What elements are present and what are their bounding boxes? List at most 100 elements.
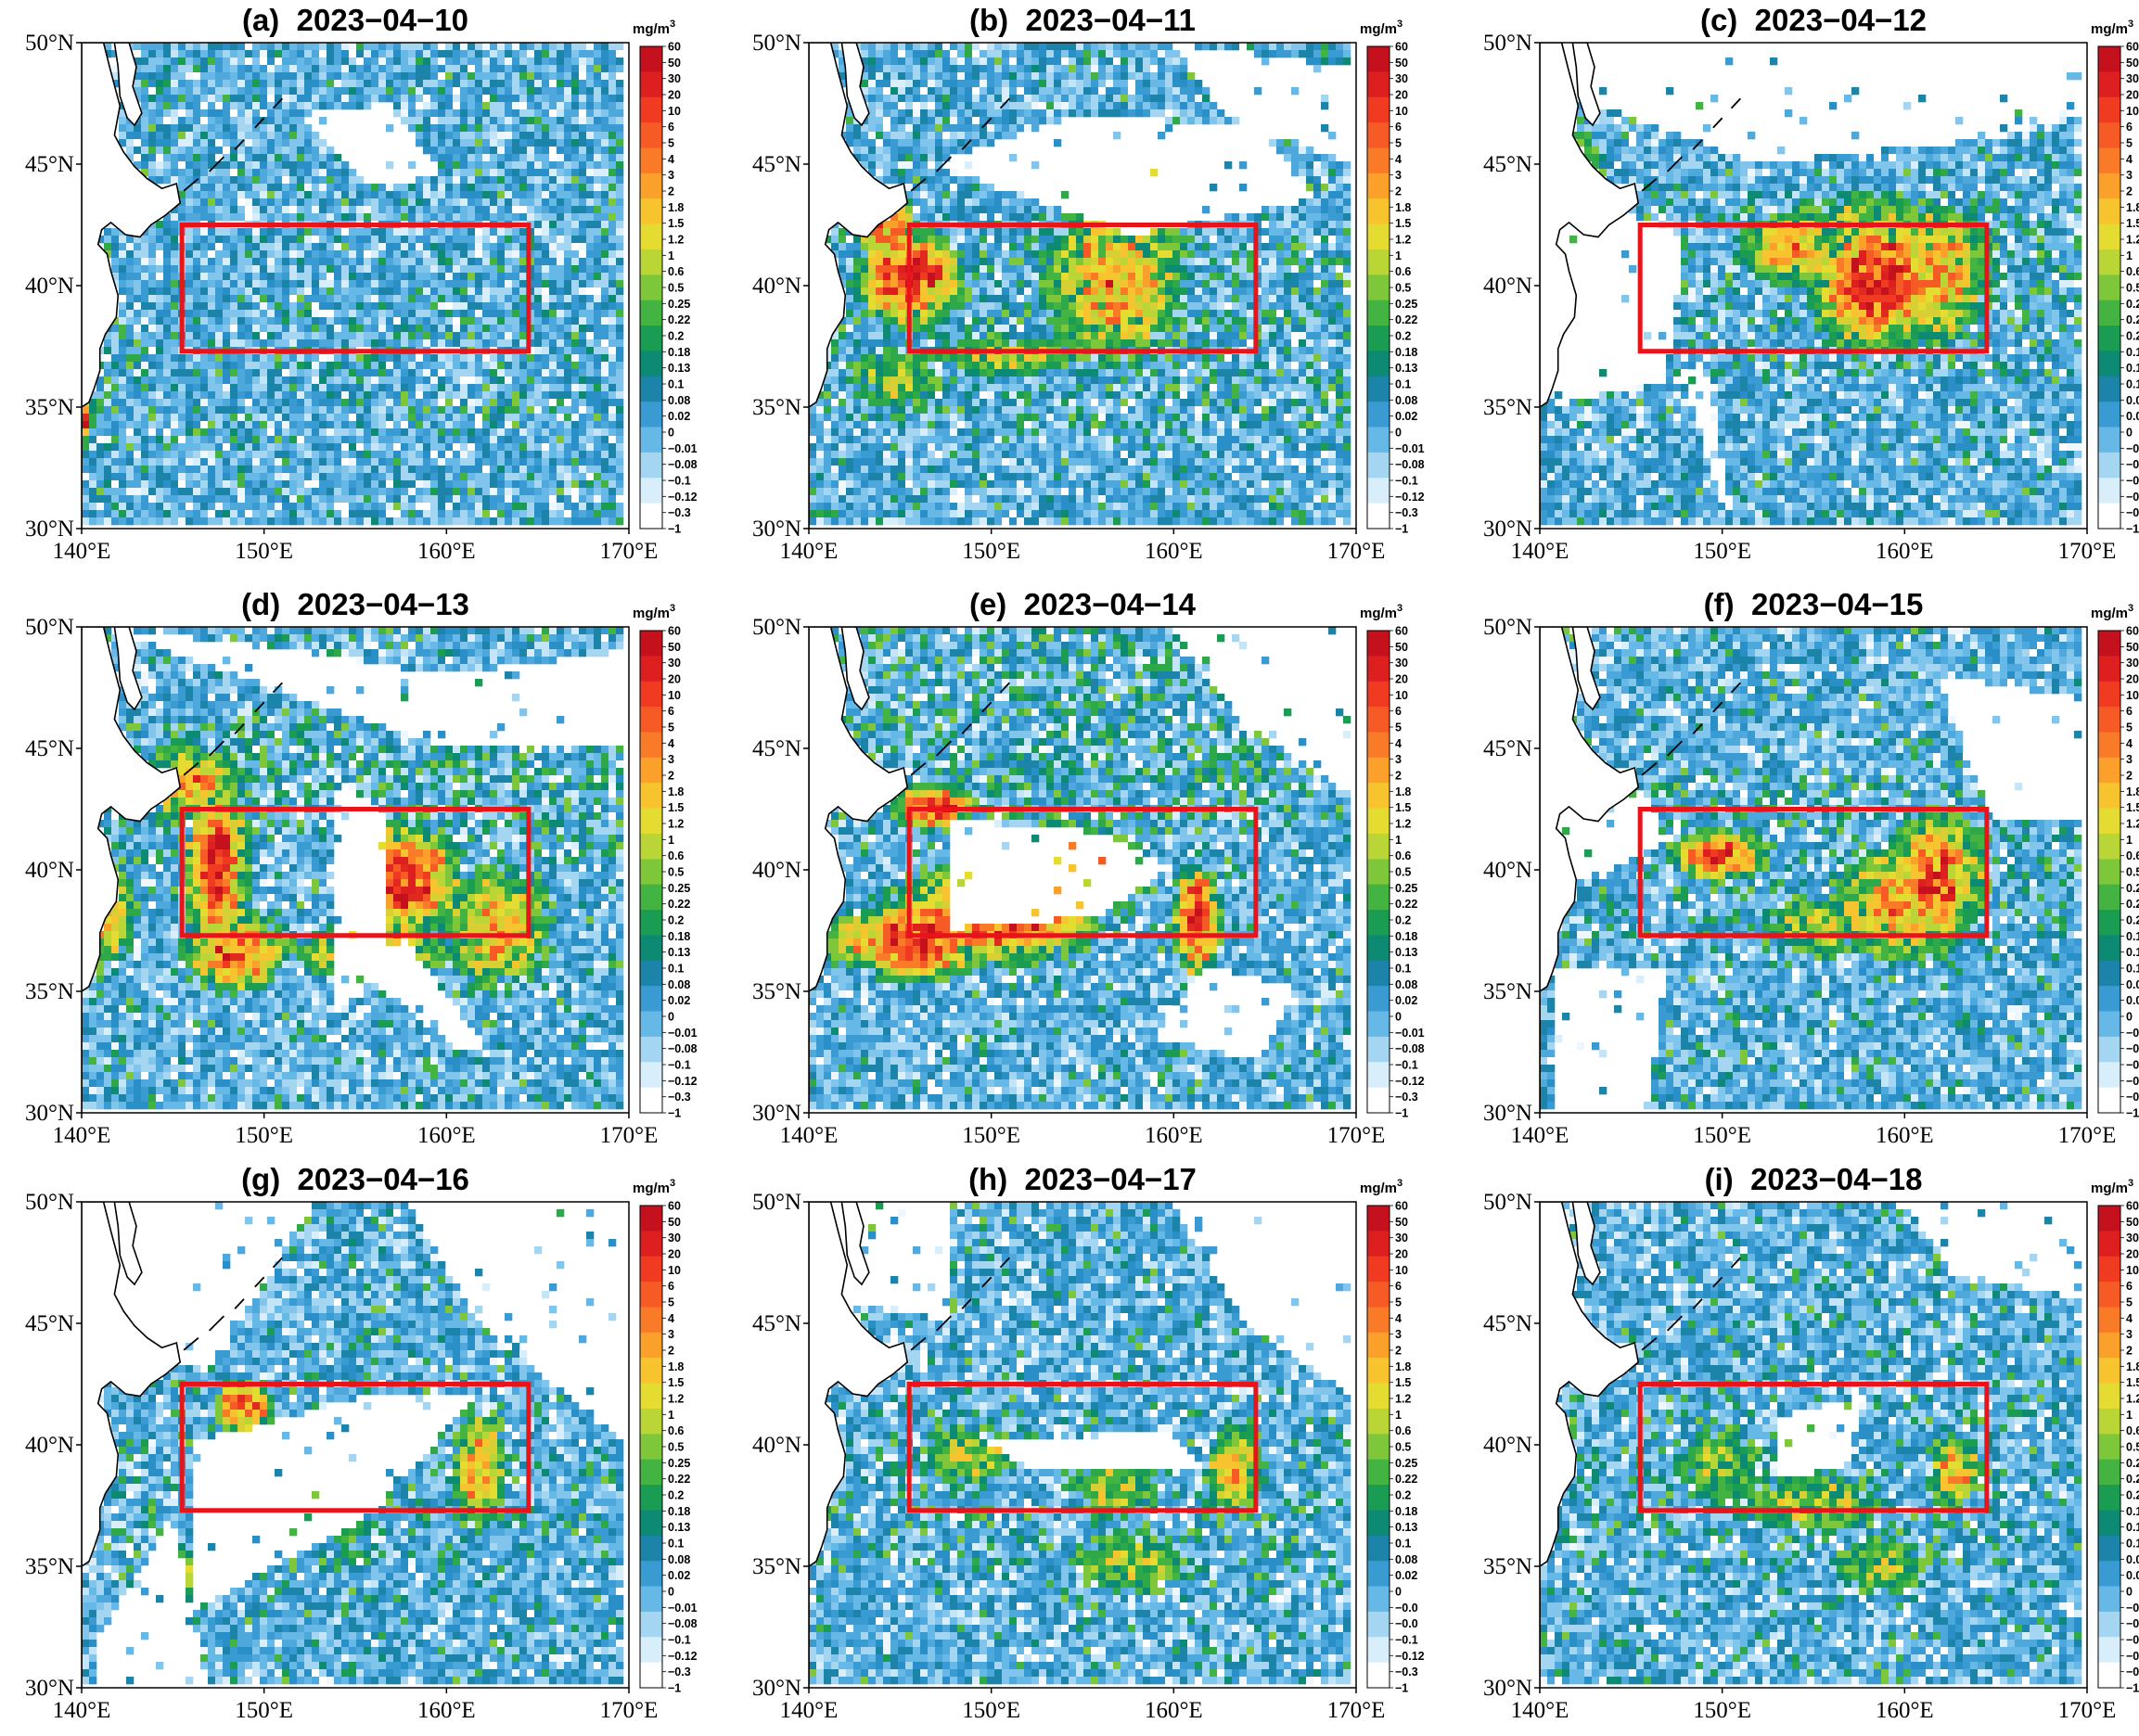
map-cell (1069, 72, 1076, 80)
map-cell (1039, 43, 1046, 50)
map-cell (423, 72, 430, 80)
map-cell (928, 50, 935, 57)
map-cell (601, 265, 608, 273)
map-cell (371, 236, 378, 243)
map-cell (378, 258, 386, 265)
map-cell (356, 480, 364, 488)
panel-date: 2023−04−10 (297, 3, 468, 37)
map-cell (215, 124, 223, 132)
map-cell (304, 228, 312, 236)
map-cell (438, 198, 445, 206)
colorbar-label: 3 (668, 169, 674, 182)
map-cell (482, 436, 490, 443)
map-cell (267, 176, 275, 184)
map-cell (171, 161, 178, 169)
map-cell (215, 488, 223, 495)
map-cell (564, 109, 571, 117)
map-cell (423, 317, 430, 325)
map-cell (401, 503, 408, 510)
map-cell (200, 325, 208, 332)
map-cell (267, 377, 275, 384)
map-cell (527, 191, 534, 198)
map-cell (942, 109, 950, 117)
map-cell (141, 369, 148, 377)
map-cell (126, 495, 134, 503)
map-cell (275, 176, 282, 184)
map-cell (304, 317, 312, 325)
map-cell (223, 72, 230, 80)
map-cell (304, 399, 312, 406)
map-cell (156, 451, 163, 458)
map-cell (423, 213, 430, 221)
map-cell (1172, 72, 1180, 80)
map-cell (371, 451, 378, 458)
map-cell (497, 362, 505, 369)
map-cell (505, 399, 512, 406)
map-cell (534, 421, 542, 428)
map-cell (341, 495, 349, 503)
map-cell (260, 354, 267, 362)
map-cell (200, 213, 208, 221)
map-cell (393, 184, 401, 191)
map-cell (430, 384, 438, 391)
map-cell (349, 458, 356, 466)
map-cell (148, 495, 156, 503)
map-cell (497, 250, 505, 258)
map-cell (423, 354, 430, 362)
map-cell (430, 295, 438, 302)
map-cell (1321, 50, 1328, 57)
map-cell (594, 273, 601, 280)
map-cell (223, 377, 230, 384)
map-cell (319, 458, 327, 466)
map-cell (519, 287, 527, 295)
map-cell (89, 495, 96, 503)
map-cell (230, 310, 237, 317)
map-cell (475, 443, 482, 451)
map-cell (579, 406, 586, 414)
map-cell (393, 377, 401, 384)
map-cell (96, 510, 104, 517)
map-cell (267, 317, 275, 325)
map-cell (289, 147, 297, 154)
map-cell (208, 495, 215, 503)
map-cell (935, 80, 942, 87)
map-cell (482, 384, 490, 391)
map-cell (505, 302, 512, 310)
map-cell (327, 295, 334, 302)
map-cell (542, 517, 549, 525)
map-cell (608, 495, 616, 503)
map-cell (312, 451, 319, 458)
map-cell (601, 495, 608, 503)
map-cell (304, 191, 312, 198)
map-cell (349, 517, 356, 525)
map-cell (564, 72, 571, 80)
map-cell (594, 466, 601, 473)
map-cell (519, 228, 527, 236)
map-cell (505, 43, 512, 50)
map-cell (482, 132, 490, 139)
map-cell (245, 302, 252, 310)
map-cell (460, 273, 468, 280)
map-cell (371, 510, 378, 517)
map-cell (965, 50, 972, 57)
map-cell (542, 510, 549, 517)
map-cell (282, 95, 289, 102)
map-cell (564, 287, 571, 295)
map-cell (890, 95, 898, 102)
map-cell (594, 362, 601, 369)
map-cell (282, 273, 289, 280)
map-cell (928, 43, 935, 50)
map-cell (334, 213, 341, 221)
map-cell (386, 377, 393, 384)
map-cell (468, 72, 475, 80)
map-cell (438, 517, 445, 525)
map-cell (453, 265, 460, 273)
map-cell (171, 109, 178, 117)
map-cell (557, 295, 564, 302)
map-cell (557, 43, 564, 50)
map-cell (393, 95, 401, 102)
map-cell (468, 325, 475, 332)
map-cell (237, 451, 245, 458)
map-cell (497, 102, 505, 109)
map-cell (267, 287, 275, 295)
